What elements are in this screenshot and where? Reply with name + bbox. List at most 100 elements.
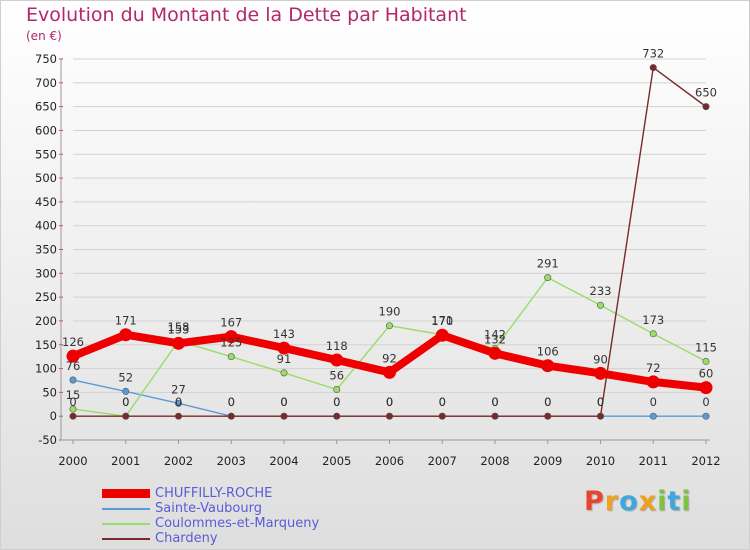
- data-label: 0: [650, 395, 657, 409]
- data-label: 0: [228, 395, 235, 409]
- x-tick-label: 2011: [639, 454, 668, 468]
- data-point: [596, 301, 604, 309]
- data-label: 0: [386, 395, 393, 409]
- y-tick-label: 250: [35, 290, 57, 304]
- data-label: 0: [439, 395, 446, 409]
- x-tick-label: 2004: [269, 454, 298, 468]
- y-tick-label: 650: [35, 100, 57, 114]
- x-tick-label: 2009: [533, 454, 562, 468]
- data-point: [488, 346, 502, 360]
- data-label: 0: [69, 395, 76, 409]
- y-tick-label: 350: [35, 243, 57, 257]
- y-tick-label: 500: [35, 171, 57, 185]
- data-label: 0: [386, 395, 393, 409]
- data-label: 118: [326, 339, 348, 353]
- data-label: 115: [695, 340, 717, 354]
- data-point: [333, 412, 341, 420]
- data-label: 171: [431, 314, 453, 328]
- data-label: 52: [118, 370, 133, 384]
- data-point: [594, 366, 607, 380]
- data-point: [438, 412, 446, 420]
- data-label: 0: [122, 395, 129, 409]
- data-label: 650: [695, 86, 717, 100]
- data-point: [333, 386, 341, 394]
- data-label: 27: [171, 382, 186, 396]
- y-tick-label: 100: [35, 362, 57, 376]
- data-point: [69, 405, 77, 413]
- data-label: 167: [220, 316, 242, 330]
- data-point: [122, 387, 130, 395]
- data-point: [385, 412, 393, 420]
- y-tick-label: 200: [35, 314, 57, 328]
- data-point: [544, 274, 552, 282]
- data-label: 233: [590, 284, 612, 298]
- data-point: [383, 365, 396, 379]
- y-tick-label: 50: [42, 385, 57, 399]
- data-label: 153: [168, 322, 190, 336]
- y-tick-label: 300: [35, 266, 57, 280]
- legend-swatch: [102, 507, 150, 510]
- data-label: 76: [66, 359, 81, 373]
- data-label: 142: [484, 328, 506, 342]
- x-tick-label: 2012: [691, 454, 720, 468]
- data-label: 0: [280, 395, 287, 409]
- data-point: [277, 341, 291, 355]
- data-point: [649, 412, 657, 420]
- data-label: 0: [544, 395, 551, 409]
- data-point: [544, 412, 552, 420]
- data-point: [702, 357, 710, 365]
- data-point: [702, 103, 710, 111]
- data-label: 158: [168, 320, 190, 334]
- data-label: 0: [597, 395, 604, 409]
- x-tick-label: 2006: [375, 454, 404, 468]
- data-point: [227, 412, 235, 420]
- data-label: 0: [544, 395, 551, 409]
- data-label: 132: [484, 332, 506, 346]
- data-label: 15: [66, 388, 81, 402]
- data-label: 106: [537, 345, 559, 359]
- x-tick-label: 2003: [217, 454, 246, 468]
- data-label: 190: [379, 305, 401, 319]
- data-label: 171: [115, 314, 137, 328]
- x-tick-label: 2010: [586, 454, 615, 468]
- data-point: [227, 353, 235, 361]
- data-label: 0: [491, 395, 498, 409]
- data-label: 0: [175, 395, 182, 409]
- legend-swatch: [102, 522, 150, 525]
- data-point: [596, 412, 604, 420]
- legend-swatch: [102, 537, 150, 540]
- data-label: 91: [277, 352, 292, 366]
- legend-swatch: [102, 489, 150, 498]
- x-tick-label: 2002: [164, 454, 193, 468]
- x-tick-label: 2008: [480, 454, 509, 468]
- data-label: 0: [597, 395, 604, 409]
- x-tick-label: 2000: [58, 454, 87, 468]
- data-label: 170: [431, 314, 453, 328]
- data-point: [122, 412, 130, 420]
- data-label: 173: [642, 313, 664, 327]
- data-point: [280, 369, 288, 377]
- data-point: [541, 359, 555, 373]
- legend-label: CHUFFILLY-ROCHE: [155, 486, 273, 501]
- data-label: 0: [333, 395, 340, 409]
- x-tick-label: 2005: [322, 454, 351, 468]
- data-label: 56: [329, 369, 344, 383]
- data-point: [69, 376, 77, 384]
- data-point: [385, 322, 393, 330]
- data-point: [699, 381, 713, 395]
- data-label: 0: [702, 395, 709, 409]
- legend-label: Sainte-Vaubourg: [155, 501, 262, 516]
- y-tick-label: 600: [35, 123, 57, 137]
- data-label: 0: [491, 395, 498, 409]
- data-point: [175, 412, 183, 420]
- data-label: 291: [537, 257, 559, 271]
- data-label: 143: [273, 327, 295, 341]
- data-label: 60: [699, 367, 714, 381]
- x-tick-label: 2001: [111, 454, 140, 468]
- data-label: 0: [333, 395, 340, 409]
- data-point: [646, 375, 660, 389]
- legend-label: Chardeny: [155, 531, 218, 546]
- data-label: 0: [439, 395, 446, 409]
